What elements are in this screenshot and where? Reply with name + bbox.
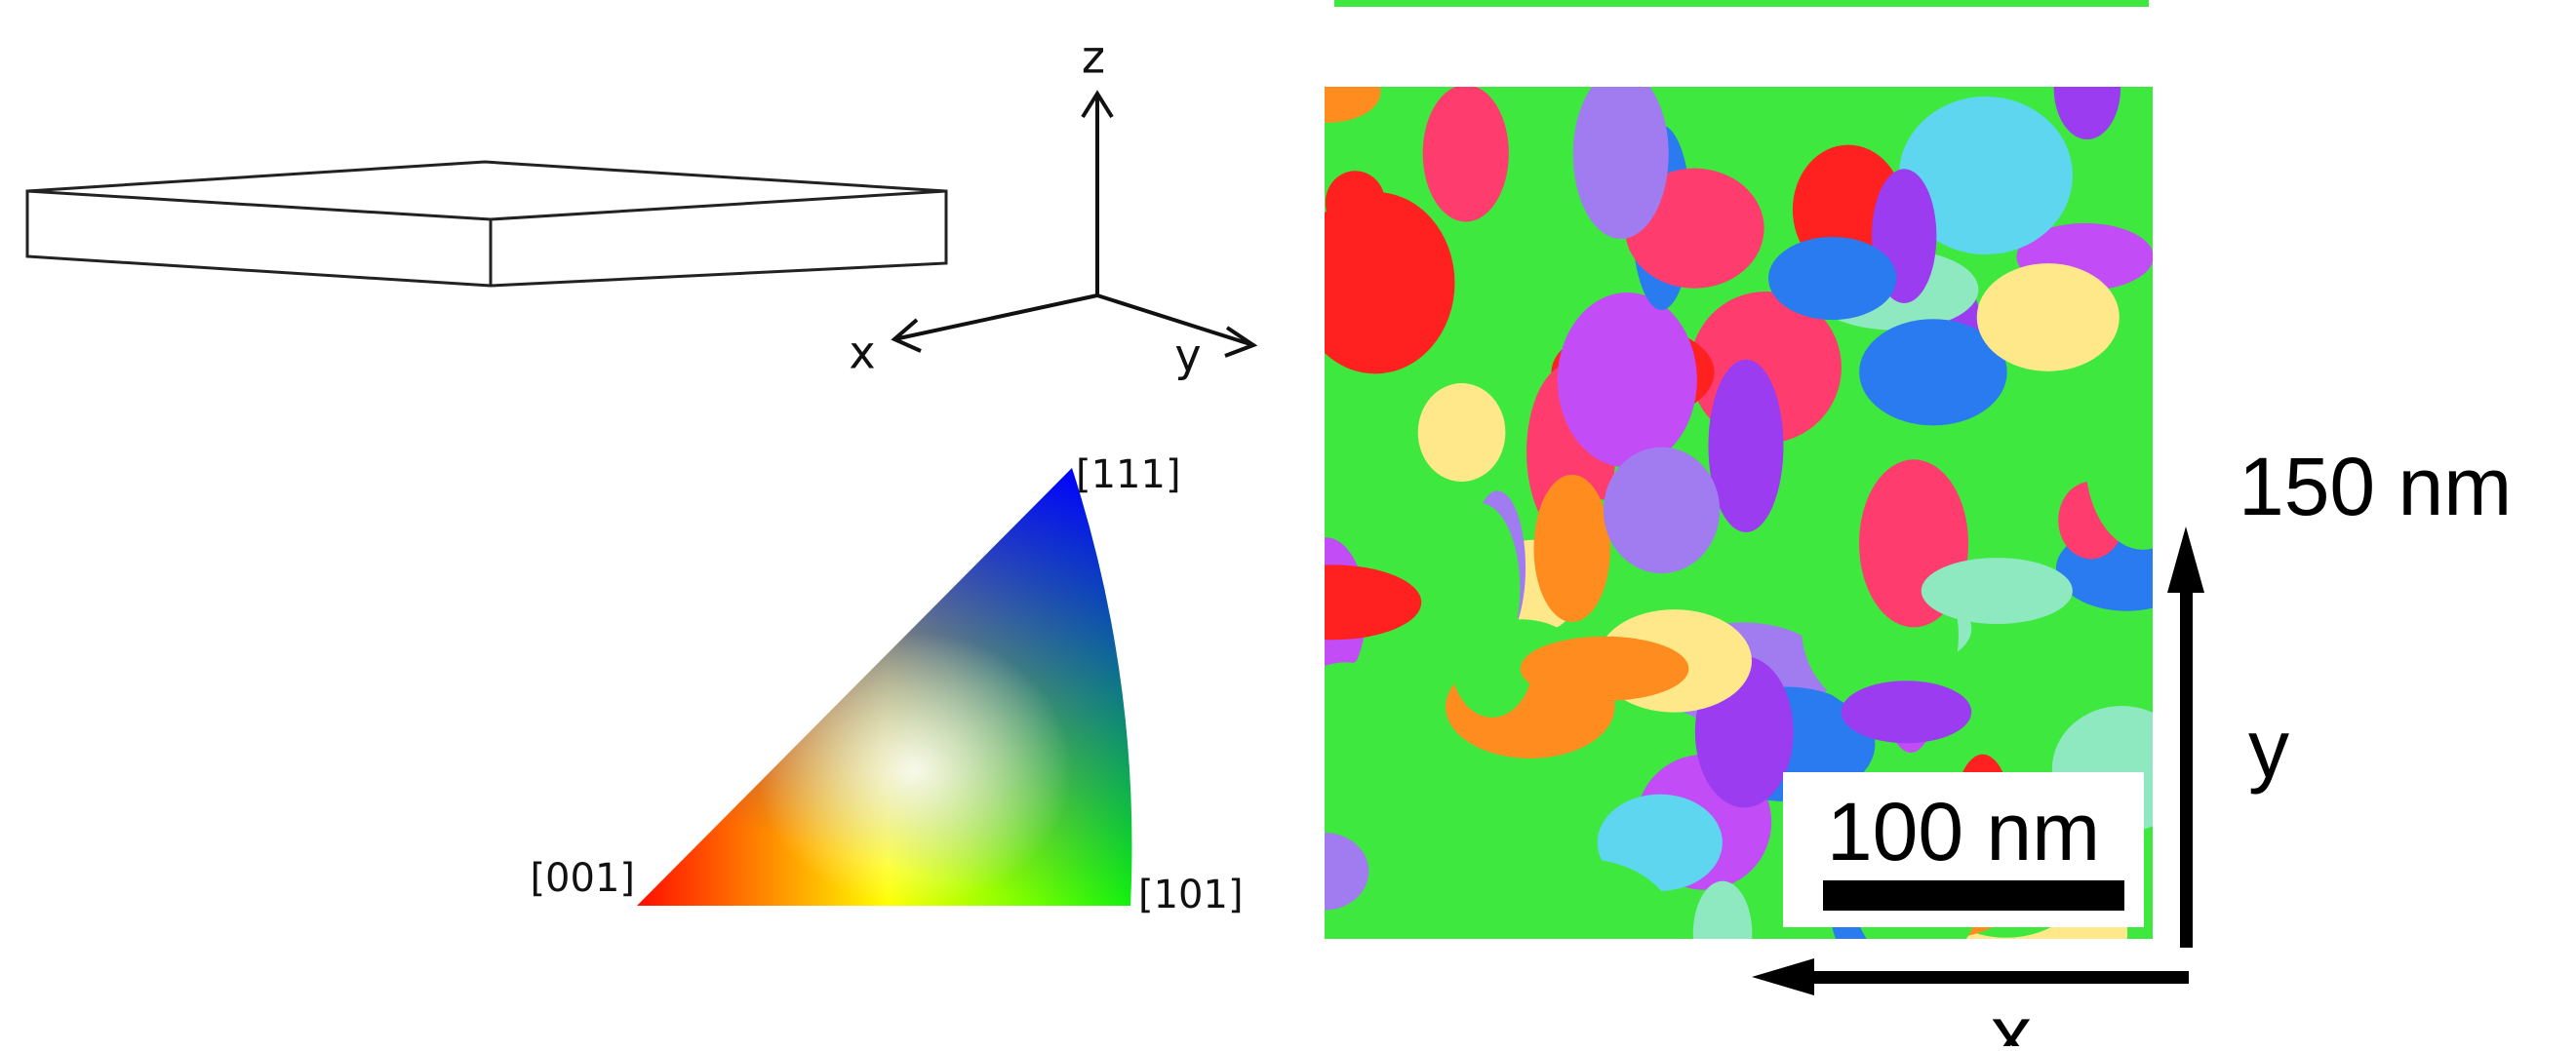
map-y-label: y [2248,703,2289,795]
grain [1922,558,2073,624]
grain [1573,69,1669,239]
grain [1295,192,1454,373]
height-label: 150 nm [2239,441,2512,532]
scale-bar [1823,880,2124,911]
grain [1276,61,1381,123]
key-label: [111] [1076,452,1181,497]
grain [1534,475,1610,622]
grain [1440,503,1520,675]
key-label: [001] [530,856,635,901]
sample-slab [27,162,946,286]
y-label: y [1174,330,1201,382]
grain [2054,36,2120,139]
grain [1693,881,1753,987]
x-label: x [849,327,875,379]
sample-axes [894,94,1253,356]
ipf-key [624,458,1151,916]
grain [1490,859,1675,994]
grain [1768,237,1896,320]
grain [1604,448,1720,573]
grain [1244,564,1421,640]
grain [1842,681,1972,743]
key-label: [101] [1138,873,1244,917]
map-x-label: x [1991,989,2032,1046]
grain [1281,833,1368,910]
grain [1280,662,1410,809]
figure: z x y [111] [001] [101] 100 nm 150 nm y … [0,0,2576,1046]
grain [1418,383,1506,482]
grain [2085,370,2200,550]
grain [1521,637,1689,701]
grain [1423,85,1509,222]
map-strip [1334,0,2149,7]
grain [1977,263,2120,371]
z-label: z [1082,31,1105,84]
scale-label: 100 nm [1827,786,2100,877]
grain [1558,292,1697,467]
